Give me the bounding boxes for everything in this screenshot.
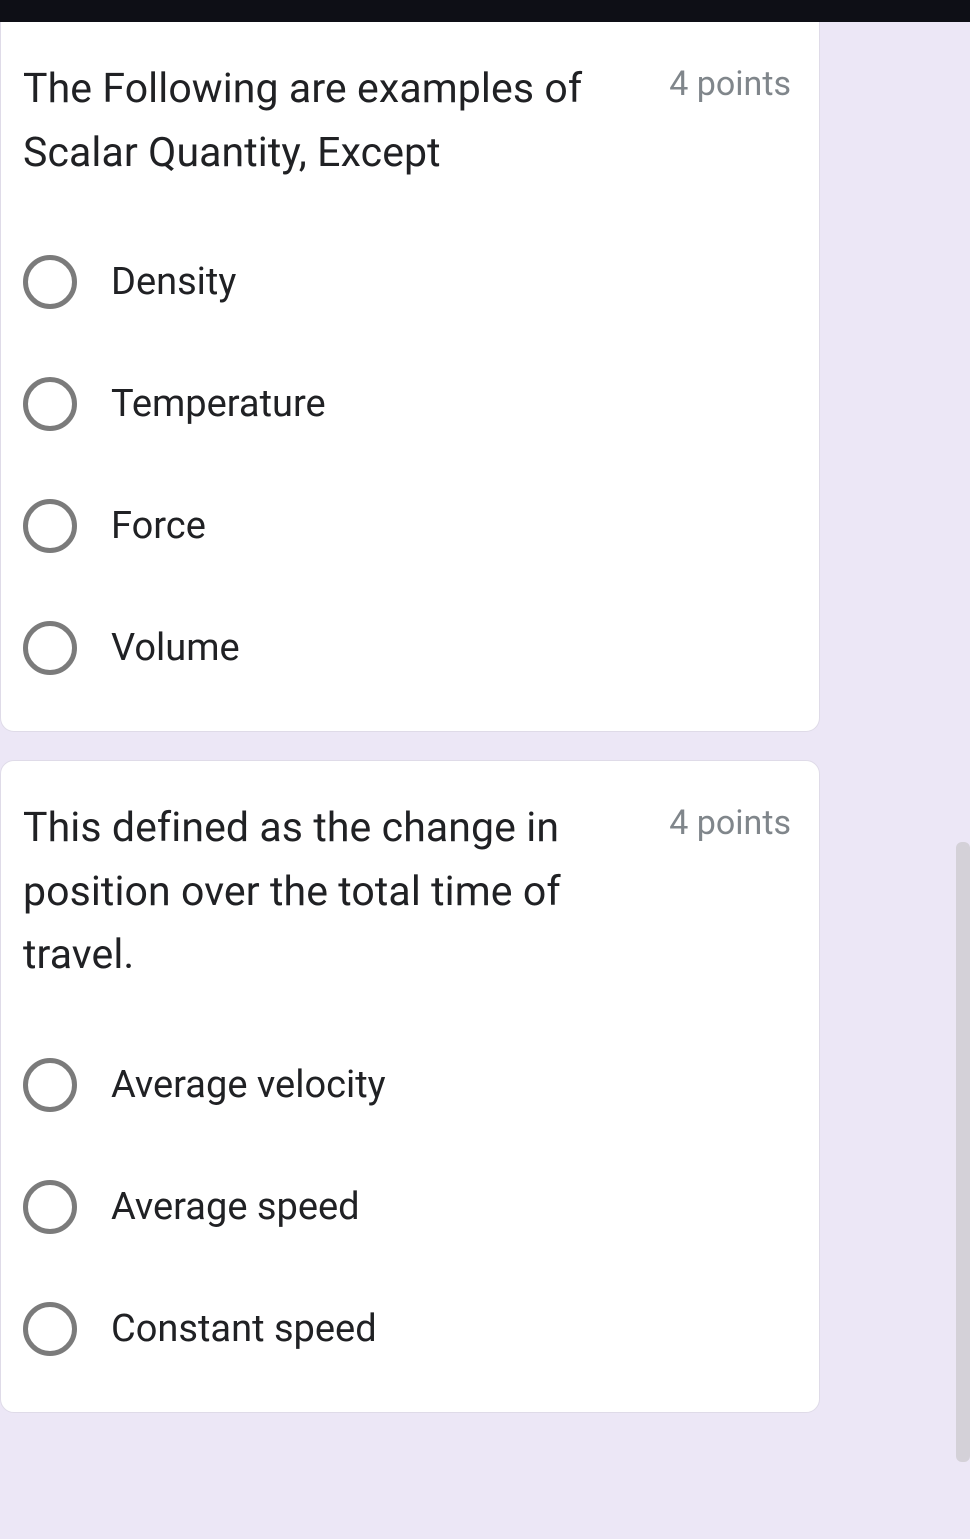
radio-icon[interactable]	[23, 377, 77, 431]
option-row[interactable]: Average speed	[23, 1180, 791, 1234]
radio-icon[interactable]	[23, 1058, 77, 1112]
questions-feed: The Following are examples of Scalar Qua…	[0, 22, 970, 1413]
question-header: The Following are examples of Scalar Qua…	[23, 58, 791, 185]
options-group: Density Temperature Force Volume	[23, 255, 791, 675]
option-label: Constant speed	[111, 1307, 377, 1351]
options-group: Average velocity Average speed Constant …	[23, 1058, 791, 1356]
option-label: Average speed	[111, 1185, 360, 1229]
option-row[interactable]: Force	[23, 499, 791, 553]
option-label: Density	[111, 260, 236, 304]
option-row[interactable]: Volume	[23, 621, 791, 675]
question-card: The Following are examples of Scalar Qua…	[0, 22, 820, 732]
radio-icon[interactable]	[23, 1302, 77, 1356]
option-row[interactable]: Average velocity	[23, 1058, 791, 1112]
scrollbar-thumb[interactable]	[956, 842, 970, 1462]
option-label: Temperature	[111, 382, 326, 426]
radio-icon[interactable]	[23, 255, 77, 309]
radio-icon[interactable]	[23, 499, 77, 553]
option-label: Average velocity	[111, 1063, 386, 1107]
question-header: This defined as the change in position o…	[23, 797, 791, 988]
question-points: 4 points	[669, 797, 791, 843]
top-bar	[0, 0, 970, 22]
option-row[interactable]: Density	[23, 255, 791, 309]
question-points: 4 points	[669, 58, 791, 104]
radio-icon[interactable]	[23, 1180, 77, 1234]
option-label: Volume	[111, 626, 240, 670]
question-card: This defined as the change in position o…	[0, 760, 820, 1413]
question-text: The Following are examples of Scalar Qua…	[23, 58, 645, 185]
option-label: Force	[111, 504, 206, 548]
option-row[interactable]: Temperature	[23, 377, 791, 431]
option-row[interactable]: Constant speed	[23, 1302, 791, 1356]
question-text: This defined as the change in position o…	[23, 797, 645, 988]
radio-icon[interactable]	[23, 621, 77, 675]
